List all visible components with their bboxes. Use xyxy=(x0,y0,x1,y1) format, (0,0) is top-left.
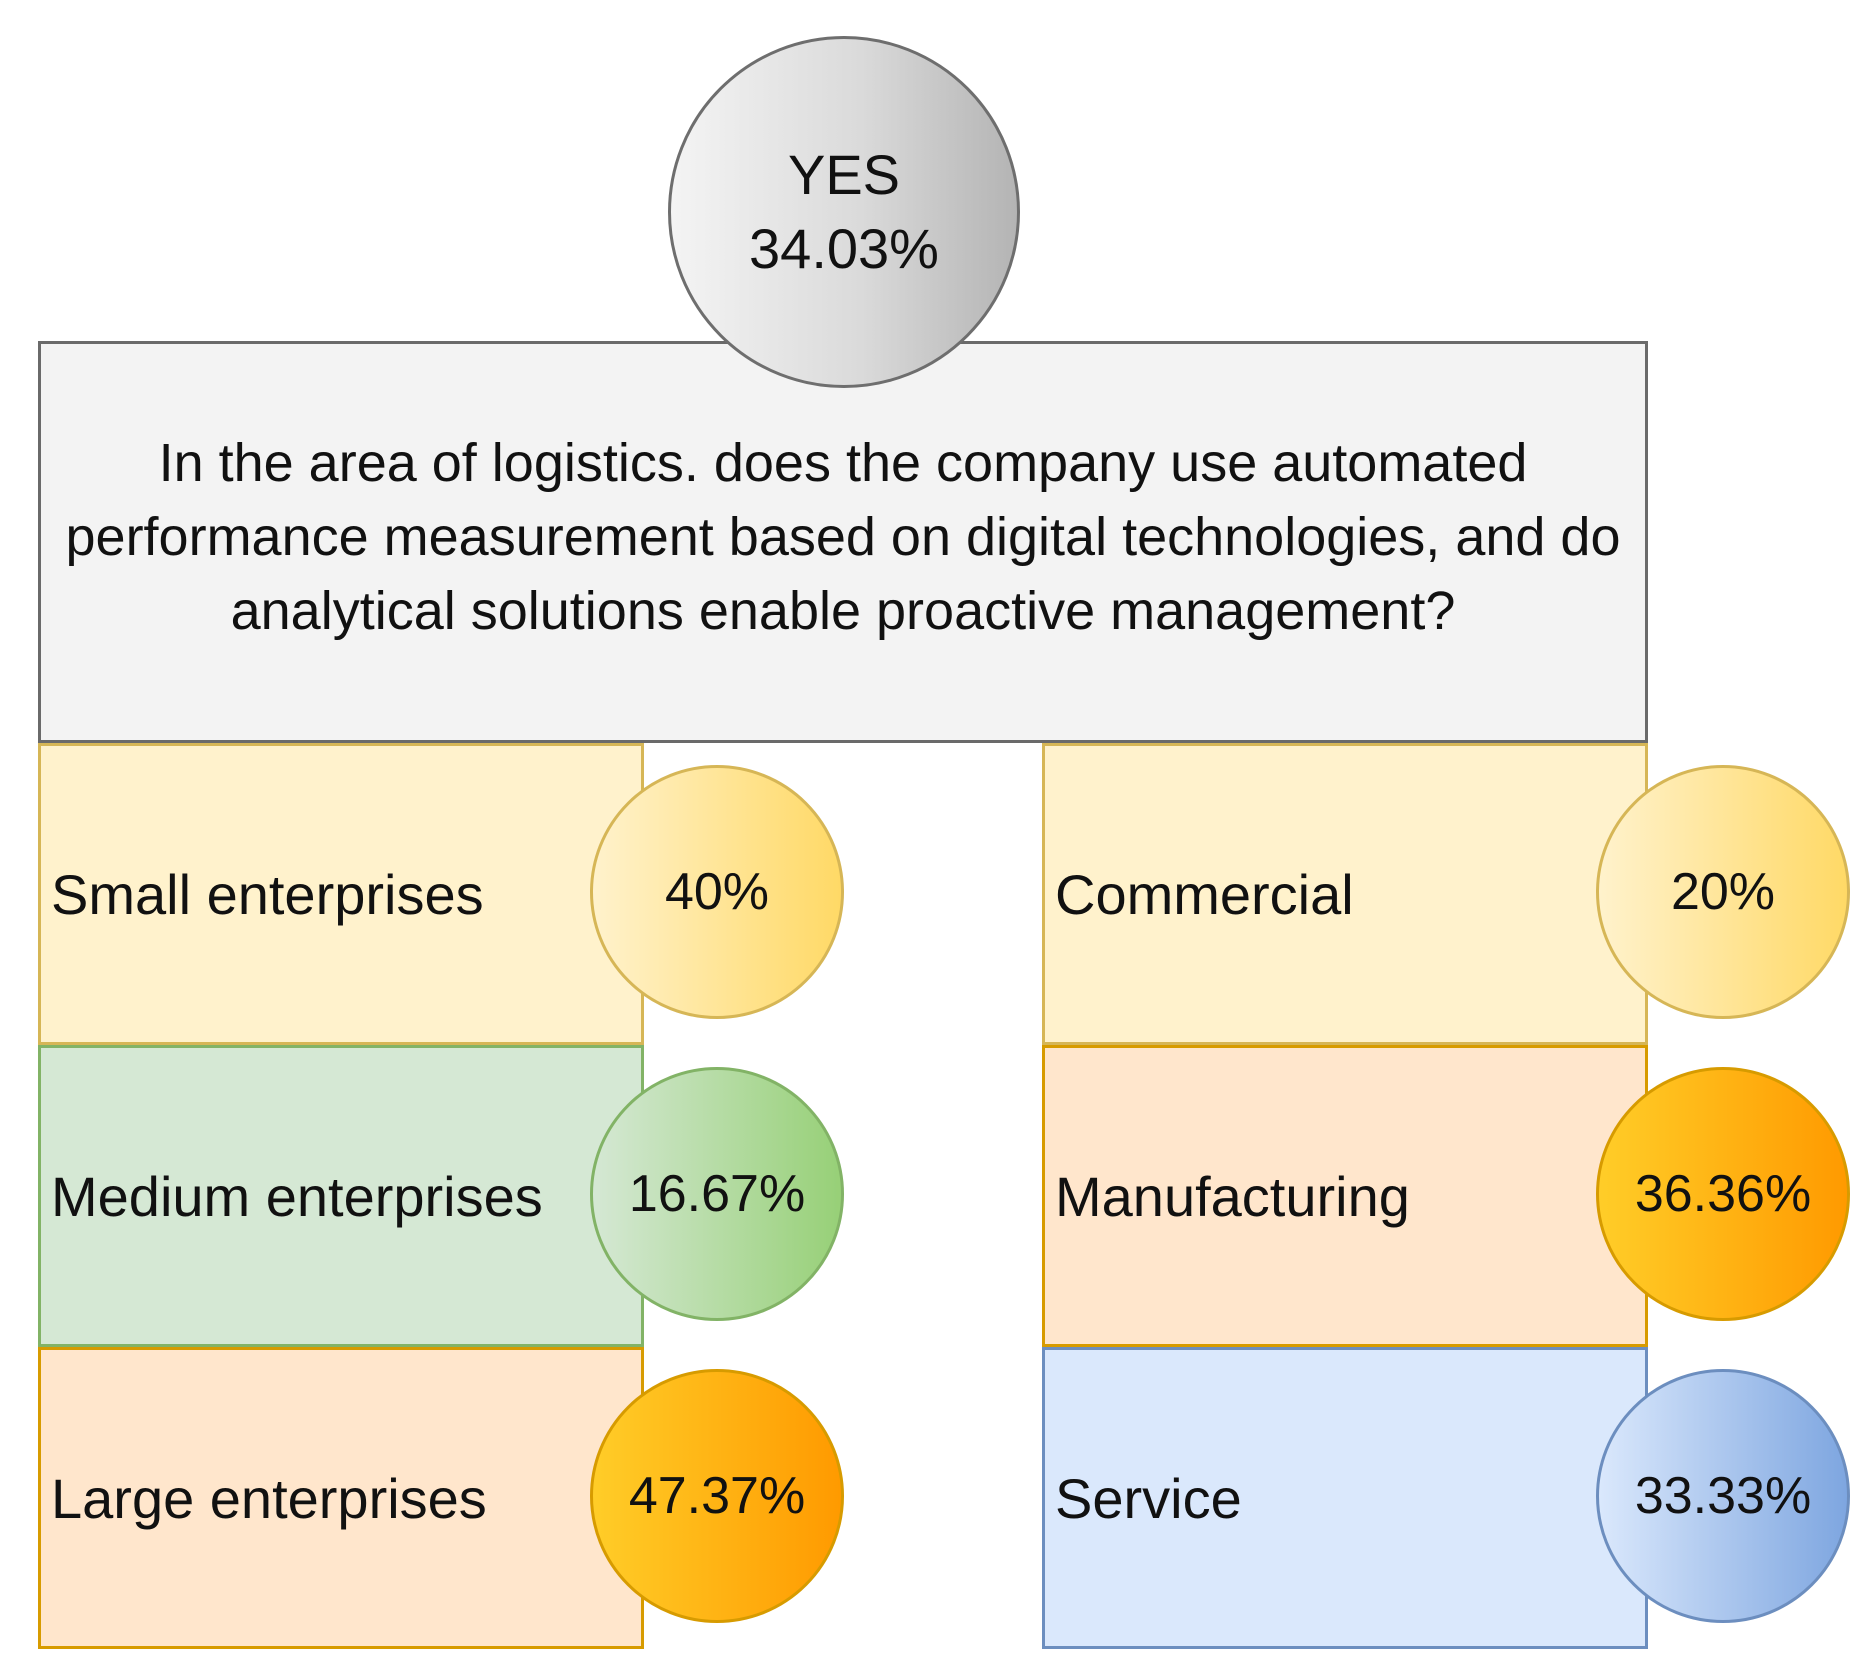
small-enterprises-label: Small enterprises xyxy=(51,862,484,926)
small-enterprises-box: Small enterprises xyxy=(38,743,644,1045)
service-percent: 33.33% xyxy=(1634,1467,1812,1525)
large-enterprises-percent: 47.37% xyxy=(628,1467,806,1525)
manufacturing-box: Manufacturing xyxy=(1042,1045,1648,1347)
commercial-label: Commercial xyxy=(1055,862,1354,926)
commercial-percent: 20% xyxy=(1670,863,1776,921)
yes-percent: 34.03% xyxy=(749,217,939,280)
medium-enterprises-percent-circle: 16.67% xyxy=(590,1067,844,1321)
small-enterprises-percent: 40% xyxy=(664,863,770,921)
commercial-percent-circle: 20% xyxy=(1596,765,1850,1019)
large-enterprises-label: Large enterprises xyxy=(51,1466,487,1530)
yes-label: YES xyxy=(787,143,901,206)
manufacturing-percent: 36.36% xyxy=(1634,1165,1812,1223)
manufacturing-label: Manufacturing xyxy=(1055,1164,1410,1228)
question-box: In the area of logistics. does the compa… xyxy=(38,341,1648,743)
service-percent-circle: 33.33% xyxy=(1596,1369,1850,1623)
yes-circle: YES 34.03% xyxy=(668,36,1020,388)
service-box: Service xyxy=(1042,1347,1648,1649)
question-text: In the area of logistics. does the compa… xyxy=(65,433,1621,641)
service-label: Service xyxy=(1055,1466,1242,1530)
commercial-box: Commercial xyxy=(1042,743,1648,1045)
medium-enterprises-box: Medium enterprises xyxy=(38,1045,644,1347)
small-enterprises-percent-circle: 40% xyxy=(590,765,844,1019)
medium-enterprises-label: Medium enterprises xyxy=(51,1164,543,1228)
large-enterprises-percent-circle: 47.37% xyxy=(590,1369,844,1623)
medium-enterprises-percent: 16.67% xyxy=(628,1165,806,1223)
manufacturing-percent-circle: 36.36% xyxy=(1596,1067,1850,1321)
large-enterprises-box: Large enterprises xyxy=(38,1347,644,1649)
